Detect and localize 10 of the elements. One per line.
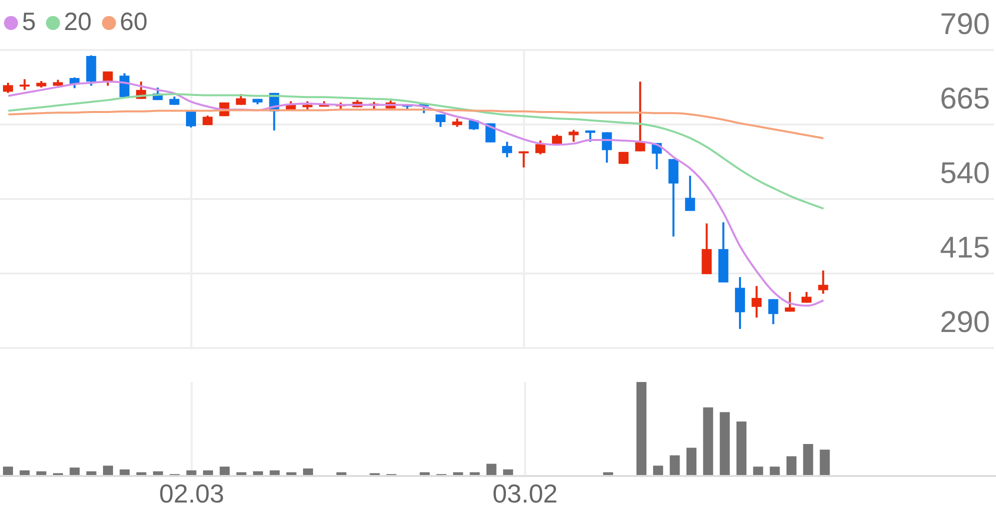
legend-label: 20 (64, 8, 92, 37)
x-tick-label: 02.03 (159, 478, 224, 508)
legend-label: 5 (22, 8, 36, 37)
y-tick-label: 665 (940, 82, 990, 116)
y-tick-label: 790 (940, 8, 990, 41)
legend-label: 60 (120, 8, 148, 37)
y-tick-label: 290 (940, 306, 990, 339)
y-tick-label: 415 (940, 232, 990, 264)
y-tick-label: 540 (940, 157, 990, 190)
x-tick-label: 03.02 (492, 478, 558, 508)
